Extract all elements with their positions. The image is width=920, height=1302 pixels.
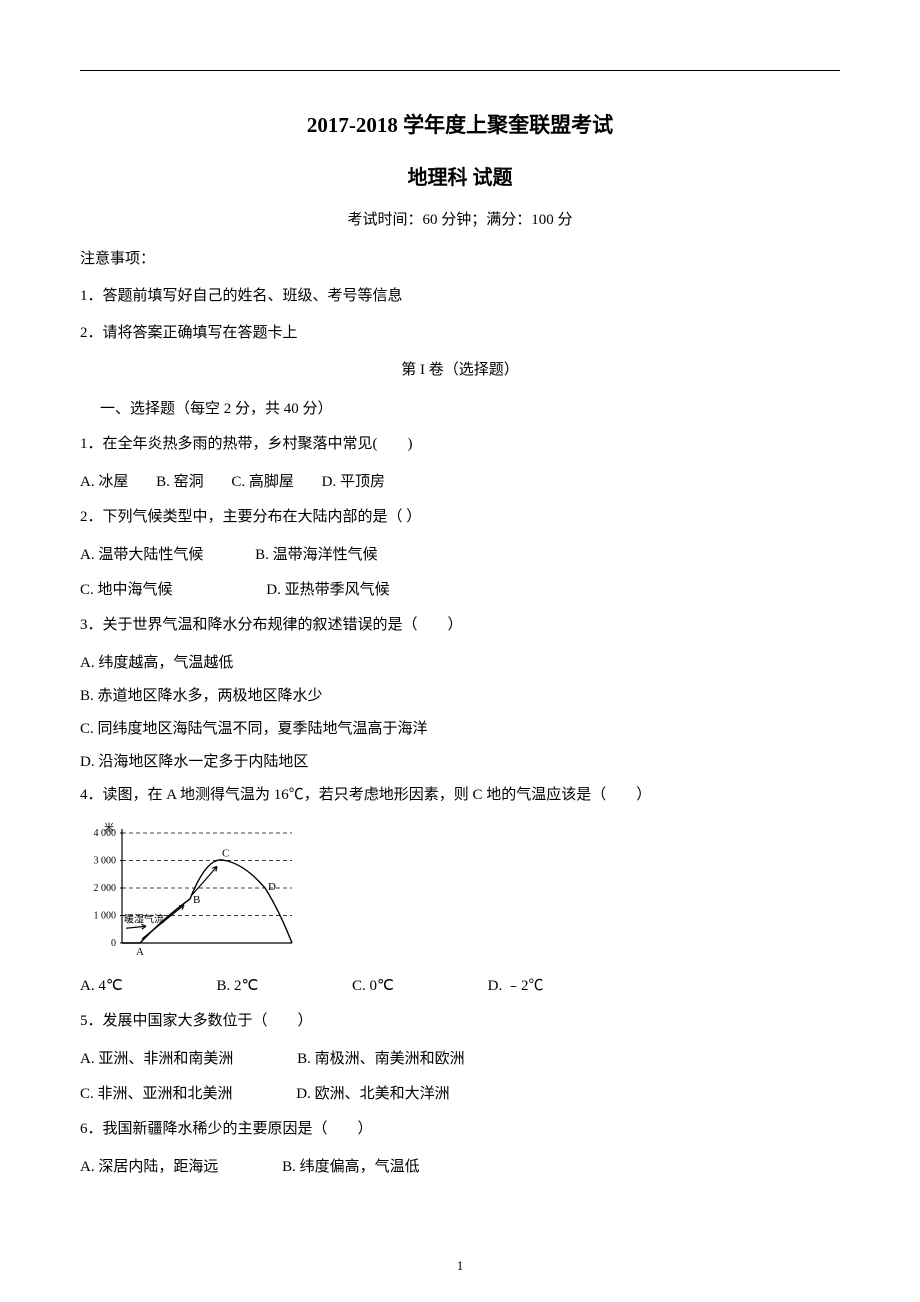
- q4-opt-c: C. 0℃: [352, 978, 394, 994]
- q5-stem: 5．发展中国家大多数位于（ ）: [80, 1009, 840, 1033]
- exam-info: 考试时间：60 分钟；满分：100 分: [80, 208, 840, 229]
- q4-stem: 4．读图，在 A 地测得气温为 16℃，若只考虑地形因素，则 C 地的气温应该是…: [80, 783, 840, 807]
- q2-opt-d: D. 亚热带季风气候: [266, 582, 389, 598]
- title-sub: 地理科 试题: [80, 161, 840, 190]
- q4-options: A. 4℃ B. 2℃ C. 0℃ D. ﹣2℃: [80, 974, 840, 995]
- exam-page: 2017-2018 学年度上聚奎联盟考试 地理科 试题 考试时间：60 分钟；满…: [0, 0, 920, 1302]
- terrain-chart: 米01 0002 0003 0004 000ABCD暖湿气流: [80, 821, 840, 966]
- notice-1: 1．答题前填写好自己的姓名、班级、考号等信息: [80, 284, 840, 305]
- q5-opt-b: B. 南极洲、南美洲和欧洲: [297, 1051, 465, 1067]
- notice-2: 2．请将答案正确填写在答题卡上: [80, 321, 840, 342]
- q2-options-row1: A. 温带大陆性气候 B. 温带海洋性气候: [80, 543, 840, 564]
- q1-opt-c: C. 高脚屋: [231, 474, 294, 490]
- q6-opt-b: B. 纬度偏高，气温低: [282, 1159, 420, 1175]
- svg-text:B: B: [193, 894, 200, 906]
- q2-opt-b: B. 温带海洋性气候: [255, 547, 378, 563]
- q6-stem: 6．我国新疆降水稀少的主要原因是（ ）: [80, 1117, 840, 1141]
- svg-text:0: 0: [111, 938, 116, 949]
- q4-opt-d: D. ﹣2℃: [488, 978, 544, 994]
- q3-opt-c: C. 同纬度地区海陆气温不同，夏季陆地气温高于海洋: [80, 717, 840, 738]
- q1-options: A. 冰屋 B. 窑洞 C. 高脚屋 D. 平顶房: [80, 470, 840, 491]
- q3-opt-a: A. 纬度越高，气温越低: [80, 651, 840, 672]
- q1-stem: 1．在全年炎热多雨的热带，乡村聚落中常见( ): [80, 432, 840, 456]
- top-rule: [80, 70, 840, 71]
- svg-text:A: A: [136, 946, 144, 958]
- q2-options-row2: C. 地中海气候 D. 亚热带季风气候: [80, 578, 840, 599]
- title-main: 2017-2018 学年度上聚奎联盟考试: [80, 109, 840, 139]
- q5-options-row1: A. 亚洲、非洲和南美洲 B. 南极洲、南美洲和欧洲: [80, 1047, 840, 1068]
- svg-text:2 000: 2 000: [94, 883, 117, 894]
- q3-opt-d: D. 沿海地区降水一定多于内陆地区: [80, 750, 840, 771]
- q2-opt-a: A. 温带大陆性气候: [80, 547, 203, 563]
- q5-opt-c: C. 非洲、亚洲和北美洲: [80, 1086, 233, 1102]
- svg-text:4 000: 4 000: [94, 828, 117, 839]
- q5-opt-d: D. 欧洲、北美和大洋洲: [296, 1086, 449, 1102]
- q3-stem: 3．关于世界气温和降水分布规律的叙述错误的是（ ）: [80, 613, 840, 637]
- q2-stem: 2．下列气候类型中，主要分布在大陆内部的是（ ）: [80, 505, 840, 529]
- q4-opt-a: A. 4℃: [80, 978, 123, 994]
- svg-text:1 000: 1 000: [94, 911, 117, 922]
- q5-opt-a: A. 亚洲、非洲和南美洲: [80, 1051, 233, 1067]
- terrain-svg: 米01 0002 0003 0004 000ABCD暖湿气流: [80, 821, 300, 961]
- svg-text:D: D: [268, 881, 276, 893]
- q1-opt-d: D. 平顶房: [322, 474, 385, 490]
- q6-opt-a: A. 深居内陆，距海远: [80, 1159, 218, 1175]
- subsection-head: 一、选择题（每空 2 分，共 40 分）: [100, 397, 840, 418]
- q5-options-row2: C. 非洲、亚洲和北美洲 D. 欧洲、北美和大洋洲: [80, 1082, 840, 1103]
- section-1-head: 第 I 卷（选择题）: [80, 358, 840, 379]
- svg-text:C: C: [222, 848, 229, 860]
- svg-text:暖湿气流: 暖湿气流: [124, 912, 164, 925]
- page-number: 1: [0, 1258, 920, 1274]
- q3-opt-b: B. 赤道地区降水多，两极地区降水少: [80, 684, 840, 705]
- q4-opt-b: B. 2℃: [216, 978, 258, 994]
- svg-text:3 000: 3 000: [94, 856, 117, 867]
- q1-opt-b: B. 窑洞: [156, 474, 204, 490]
- q6-options-row1: A. 深居内陆，距海远 B. 纬度偏高，气温低: [80, 1155, 840, 1176]
- q1-opt-a: A. 冰屋: [80, 474, 128, 490]
- notice-heading: 注意事项：: [80, 247, 840, 268]
- q2-opt-c: C. 地中海气候: [80, 582, 173, 598]
